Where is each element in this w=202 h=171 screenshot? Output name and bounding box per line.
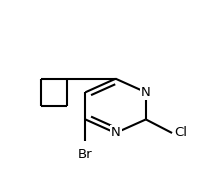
Text: Br: Br: [78, 148, 92, 161]
Text: N: N: [110, 127, 120, 140]
Text: Cl: Cl: [173, 127, 186, 140]
Text: N: N: [140, 86, 150, 99]
